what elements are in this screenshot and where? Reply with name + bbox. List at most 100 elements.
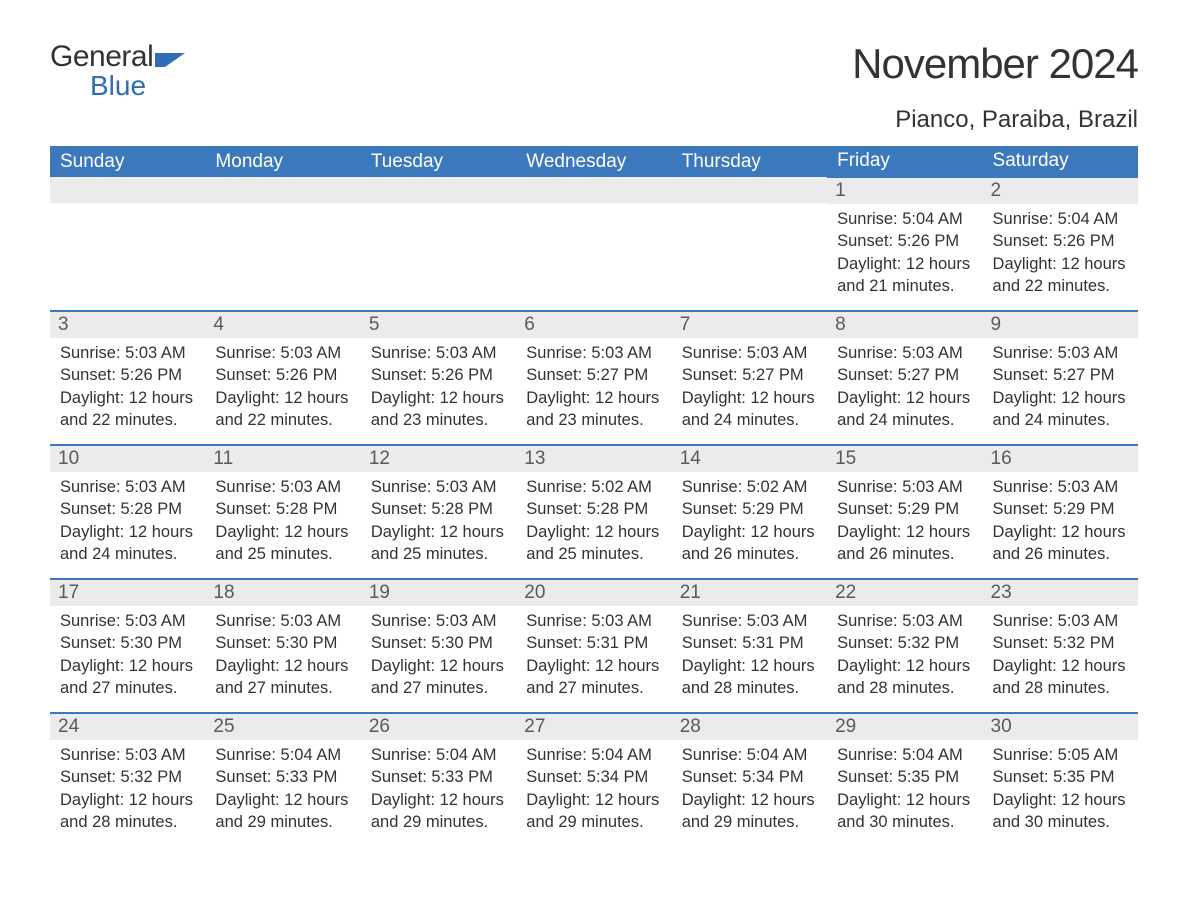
daylight-line: Daylight: 12 hours and 28 minutes. — [682, 655, 817, 700]
day-body: Sunrise: 5:03 AMSunset: 5:31 PMDaylight:… — [672, 606, 827, 703]
sunrise-line: Sunrise: 5:03 AM — [60, 476, 195, 498]
calendar-cell: 5Sunrise: 5:03 AMSunset: 5:26 PMDaylight… — [361, 311, 516, 445]
calendar-cell: 9Sunrise: 5:03 AMSunset: 5:27 PMDaylight… — [983, 311, 1138, 445]
calendar-cell: 13Sunrise: 5:02 AMSunset: 5:28 PMDayligh… — [516, 445, 671, 579]
daylight-line: Daylight: 12 hours and 24 minutes. — [682, 387, 817, 432]
day-number: 10 — [50, 446, 205, 472]
weekday-header: Thursday — [672, 146, 827, 177]
day-body: Sunrise: 5:03 AMSunset: 5:28 PMDaylight:… — [361, 472, 516, 569]
daylight-line: Daylight: 12 hours and 27 minutes. — [215, 655, 350, 700]
sunset-line: Sunset: 5:30 PM — [371, 632, 506, 654]
daylight-line: Daylight: 12 hours and 30 minutes. — [837, 789, 972, 834]
day-body: Sunrise: 5:05 AMSunset: 5:35 PMDaylight:… — [983, 740, 1138, 837]
calendar-cell: 23Sunrise: 5:03 AMSunset: 5:32 PMDayligh… — [983, 579, 1138, 713]
sunset-line: Sunset: 5:34 PM — [526, 766, 661, 788]
day-body: Sunrise: 5:02 AMSunset: 5:29 PMDaylight:… — [672, 472, 827, 569]
calendar-cell: 19Sunrise: 5:03 AMSunset: 5:30 PMDayligh… — [361, 579, 516, 713]
sunset-line: Sunset: 5:28 PM — [371, 498, 506, 520]
title-block: November 2024 Pianco, Paraiba, Brazil — [852, 40, 1138, 134]
calendar-cell: 28Sunrise: 5:04 AMSunset: 5:34 PMDayligh… — [672, 713, 827, 847]
calendar-page: General Blue November 2024 Pianco, Parai… — [0, 0, 1188, 877]
sunrise-line: Sunrise: 5:04 AM — [215, 744, 350, 766]
daylight-line: Daylight: 12 hours and 26 minutes. — [993, 521, 1128, 566]
daylight-line: Daylight: 12 hours and 30 minutes. — [993, 789, 1128, 834]
day-number: 13 — [516, 446, 671, 472]
sunset-line: Sunset: 5:35 PM — [837, 766, 972, 788]
daylight-line: Daylight: 12 hours and 21 minutes. — [837, 253, 972, 298]
sunrise-line: Sunrise: 5:03 AM — [837, 610, 972, 632]
day-body: Sunrise: 5:03 AMSunset: 5:27 PMDaylight:… — [672, 338, 827, 435]
sunrise-line: Sunrise: 5:05 AM — [993, 744, 1128, 766]
sunrise-line: Sunrise: 5:03 AM — [371, 476, 506, 498]
week-row: 17Sunrise: 5:03 AMSunset: 5:30 PMDayligh… — [50, 579, 1138, 713]
daylight-line: Daylight: 12 hours and 29 minutes. — [371, 789, 506, 834]
weekday-header-row: Sunday Monday Tuesday Wednesday Thursday… — [50, 146, 1138, 177]
calendar-cell: 2Sunrise: 5:04 AMSunset: 5:26 PMDaylight… — [983, 177, 1138, 311]
calendar-cell: 7Sunrise: 5:03 AMSunset: 5:27 PMDaylight… — [672, 311, 827, 445]
calendar-cell — [516, 177, 671, 311]
weekday-header: Friday — [827, 146, 982, 177]
daylight-line: Daylight: 12 hours and 26 minutes. — [682, 521, 817, 566]
day-body: Sunrise: 5:03 AMSunset: 5:28 PMDaylight:… — [205, 472, 360, 569]
day-body: Sunrise: 5:03 AMSunset: 5:32 PMDaylight:… — [983, 606, 1138, 703]
daylight-line: Daylight: 12 hours and 23 minutes. — [526, 387, 661, 432]
sunset-line: Sunset: 5:26 PM — [60, 364, 195, 386]
day-number: 20 — [516, 580, 671, 606]
day-body: Sunrise: 5:04 AMSunset: 5:26 PMDaylight:… — [983, 204, 1138, 301]
calendar-cell: 3Sunrise: 5:03 AMSunset: 5:26 PMDaylight… — [50, 311, 205, 445]
day-number: 23 — [983, 580, 1138, 606]
week-row: 24Sunrise: 5:03 AMSunset: 5:32 PMDayligh… — [50, 713, 1138, 847]
sunrise-line: Sunrise: 5:03 AM — [993, 610, 1128, 632]
sunset-line: Sunset: 5:29 PM — [837, 498, 972, 520]
daylight-line: Daylight: 12 hours and 25 minutes. — [215, 521, 350, 566]
calendar-cell — [205, 177, 360, 311]
day-body: Sunrise: 5:03 AMSunset: 5:27 PMDaylight:… — [827, 338, 982, 435]
calendar-cell: 4Sunrise: 5:03 AMSunset: 5:26 PMDaylight… — [205, 311, 360, 445]
sunset-line: Sunset: 5:31 PM — [526, 632, 661, 654]
daylight-line: Daylight: 12 hours and 24 minutes. — [837, 387, 972, 432]
daylight-line: Daylight: 12 hours and 22 minutes. — [993, 253, 1128, 298]
calendar-cell — [672, 177, 827, 311]
daylight-line: Daylight: 12 hours and 27 minutes. — [60, 655, 195, 700]
day-body: Sunrise: 5:04 AMSunset: 5:34 PMDaylight:… — [516, 740, 671, 837]
sunset-line: Sunset: 5:34 PM — [682, 766, 817, 788]
daylight-line: Daylight: 12 hours and 25 minutes. — [526, 521, 661, 566]
sunset-line: Sunset: 5:27 PM — [993, 364, 1128, 386]
sunset-line: Sunset: 5:31 PM — [682, 632, 817, 654]
calendar-cell: 22Sunrise: 5:03 AMSunset: 5:32 PMDayligh… — [827, 579, 982, 713]
sunset-line: Sunset: 5:26 PM — [993, 230, 1128, 252]
sunset-line: Sunset: 5:35 PM — [993, 766, 1128, 788]
daylight-line: Daylight: 12 hours and 28 minutes. — [60, 789, 195, 834]
day-body: Sunrise: 5:03 AMSunset: 5:32 PMDaylight:… — [50, 740, 205, 837]
sunset-line: Sunset: 5:29 PM — [682, 498, 817, 520]
day-number: 16 — [983, 446, 1138, 472]
day-number: 26 — [361, 714, 516, 740]
calendar-cell: 26 Sunrise: 5:04 AMSunset: 5:33 PMDayligh… — [361, 713, 516, 847]
weekday-header: Sunday — [50, 146, 205, 177]
weekday-header: Wednesday — [516, 146, 671, 177]
sunset-line: Sunset: 5:27 PM — [526, 364, 661, 386]
header-row: General Blue November 2024 Pianco, Parai… — [50, 40, 1138, 134]
day-number: 4 — [205, 312, 360, 338]
month-title: November 2024 — [852, 40, 1138, 88]
sunset-line: Sunset: 5:26 PM — [371, 364, 506, 386]
calendar-cell: 21Sunrise: 5:03 AMSunset: 5:31 PMDayligh… — [672, 579, 827, 713]
week-row: 10Sunrise: 5:03 AMSunset: 5:28 PMDayligh… — [50, 445, 1138, 579]
daylight-line: Daylight: 12 hours and 26 minutes. — [837, 521, 972, 566]
calendar-cell: 10Sunrise: 5:03 AMSunset: 5:28 PMDayligh… — [50, 445, 205, 579]
daylight-line: Daylight: 12 hours and 24 minutes. — [60, 521, 195, 566]
day-number: 5 — [361, 312, 516, 338]
day-number: 2 — [983, 178, 1138, 204]
brand-logo: General Blue — [50, 40, 185, 102]
day-body: Sunrise: 5:03 AMSunset: 5:30 PMDaylight:… — [361, 606, 516, 703]
sunrise-line: Sunrise: 5:04 AM — [682, 744, 817, 766]
day-number: 29 — [827, 714, 982, 740]
sunrise-line: Sunrise: 5:04 AM — [837, 744, 972, 766]
sunrise-line: Sunrise: 5:04 AM — [371, 744, 506, 766]
calendar-cell: 12Sunrise: 5:03 AMSunset: 5:28 PMDayligh… — [361, 445, 516, 579]
day-number: 14 — [672, 446, 827, 472]
day-body: Sunrise: 5:03 AMSunset: 5:30 PMDaylight:… — [205, 606, 360, 703]
calendar-cell: 24Sunrise: 5:03 AMSunset: 5:32 PMDayligh… — [50, 713, 205, 847]
daylight-line: Daylight: 12 hours and 23 minutes. — [371, 387, 506, 432]
sunset-line: Sunset: 5:33 PM — [371, 766, 506, 788]
